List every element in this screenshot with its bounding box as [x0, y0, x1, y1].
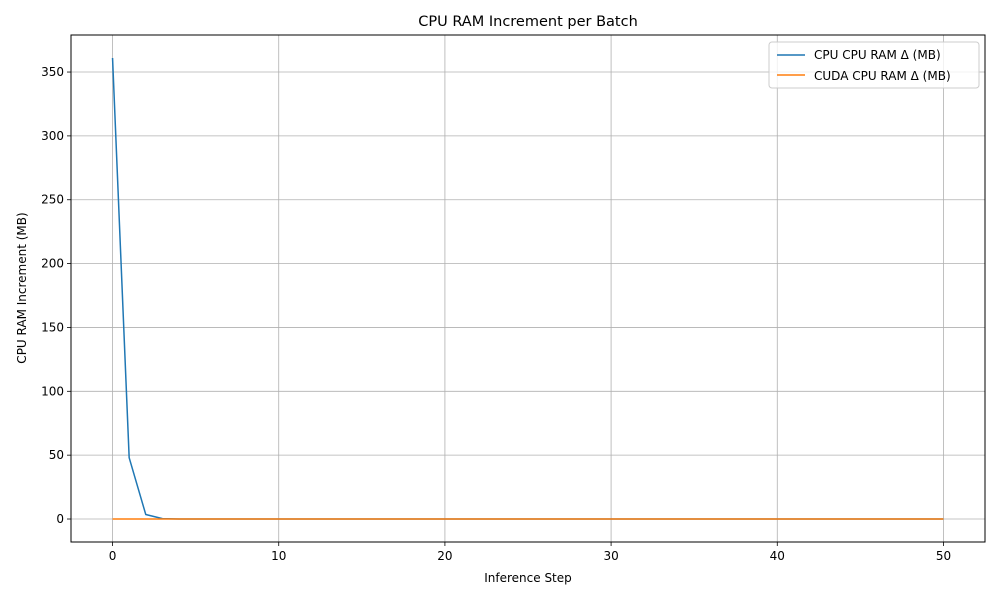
chart-title: CPU RAM Increment per Batch: [418, 14, 638, 30]
y-tick-label: 300: [41, 129, 64, 143]
x-tick-label: 30: [603, 549, 618, 563]
legend-box: [768, 41, 980, 89]
y-tick-label: 150: [41, 320, 64, 334]
x-axis-ticks: 0 10 20 30 40 50: [109, 542, 951, 563]
y-axis-ticks: 0 50 100 150 200 250 300 350: [41, 65, 71, 526]
x-tick-label: 50: [936, 549, 951, 563]
y-tick-label: 100: [41, 384, 64, 398]
y-tick-label: 250: [41, 193, 64, 207]
y-axis-label: CPU RAM Increment (MB): [15, 212, 29, 363]
legend-label-cpu: CPU CPU RAM Δ (MB): [814, 48, 941, 62]
x-axis-label: Inference Step: [484, 571, 572, 585]
x-tick-label: 10: [271, 549, 286, 563]
x-tick-label: 40: [770, 549, 785, 563]
legend: CPU CPU RAM Δ (MB) CUDA CPU RAM Δ (MB): [768, 41, 980, 89]
x-tick-label: 20: [437, 549, 452, 563]
y-tick-label: 350: [41, 65, 64, 79]
x-tick-label: 0: [109, 549, 117, 563]
y-tick-label: 0: [56, 512, 64, 526]
legend-label-cuda: CUDA CPU RAM Δ (MB): [814, 69, 951, 83]
plot-frame: [70, 34, 986, 543]
series-lines: [111, 57, 944, 520]
y-tick-label: 50: [49, 448, 64, 462]
y-tick-label: 200: [41, 257, 64, 271]
